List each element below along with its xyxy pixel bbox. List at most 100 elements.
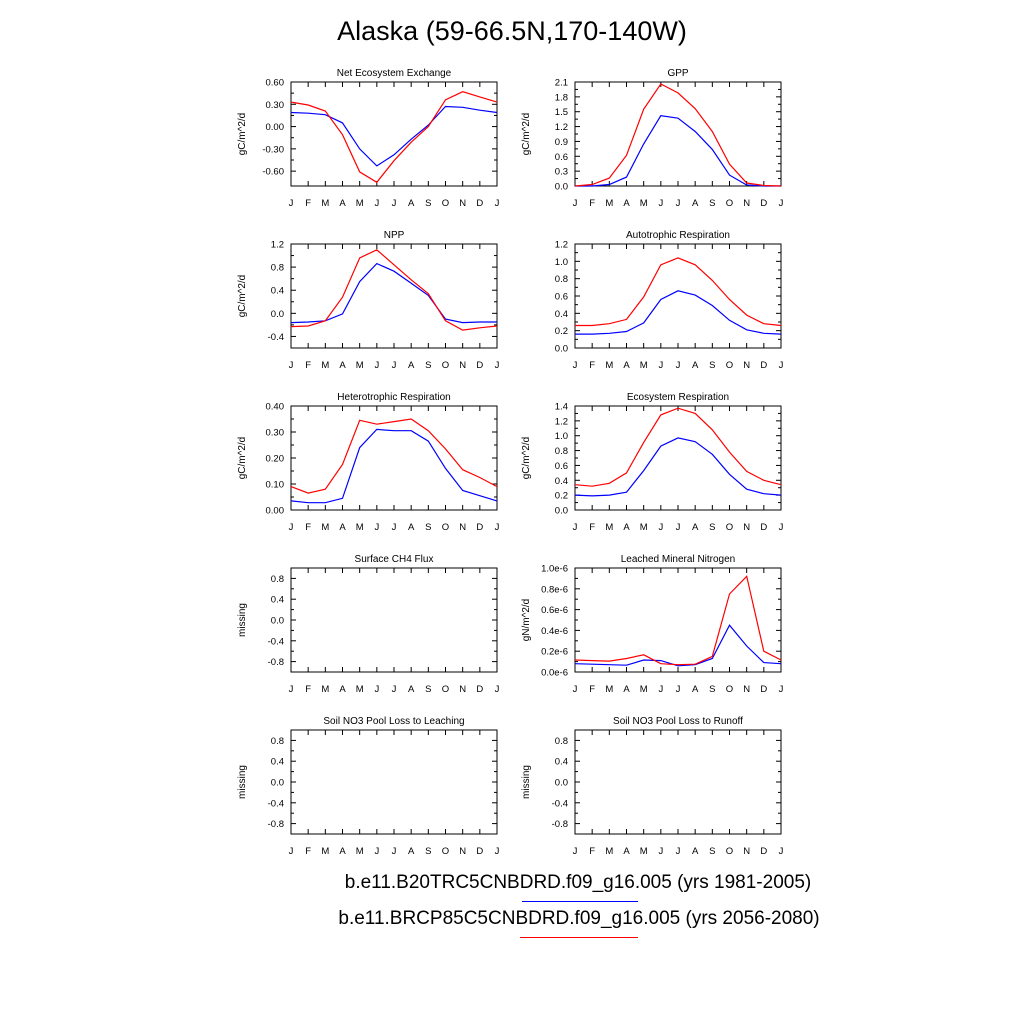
y-tick-label: 0.10 — [266, 480, 285, 491]
x-tick-label: J — [676, 684, 681, 695]
x-tick-label: M — [605, 846, 613, 857]
y-tick-label: 0.0 — [271, 309, 284, 320]
y-tick-label: 0.2e-6 — [541, 647, 568, 658]
x-tick-label: J — [658, 522, 663, 533]
y-tick-label: -0.8 — [552, 819, 568, 830]
y-tick-label: -0.8 — [268, 819, 284, 830]
x-tick-label: J — [573, 846, 578, 857]
x-tick-label: A — [692, 684, 699, 695]
y-tick-label: 1.0 — [555, 431, 568, 442]
series-line-2056-2080 — [574, 575, 782, 666]
x-tick-label: J — [392, 684, 397, 695]
x-tick-label: J — [392, 198, 397, 209]
y-tick-label: -0.4 — [552, 798, 568, 809]
x-tick-label: S — [425, 846, 431, 857]
x-tick-label: F — [305, 360, 311, 371]
x-tick-label: N — [459, 684, 466, 695]
panel-title: Net Ecosystem Exchange — [337, 68, 452, 79]
x-tick-label: O — [726, 684, 733, 695]
y-tick-label: 0.4 — [555, 309, 568, 320]
x-tick-label: M — [605, 522, 613, 533]
y-tick-label: -0.8 — [268, 657, 284, 668]
plot-frame — [290, 81, 498, 187]
x-tick-label: S — [709, 846, 715, 857]
x-tick-label: J — [392, 522, 397, 533]
x-tick-label: O — [726, 198, 733, 209]
x-tick-label: J — [495, 522, 500, 533]
x-tick-label: N — [743, 522, 750, 533]
y-tick-label: 1.8 — [555, 92, 568, 103]
x-tick-label: S — [709, 684, 715, 695]
y-tick-label: 0.8 — [555, 736, 568, 747]
x-tick-label: A — [408, 360, 415, 371]
x-tick-label: M — [356, 522, 364, 533]
y-tick-label: 0.2 — [555, 491, 568, 502]
x-tick-label: F — [305, 846, 311, 857]
x-tick-label: J — [658, 684, 663, 695]
x-tick-label: A — [623, 198, 630, 209]
y-tick-label: 1.2 — [271, 240, 284, 251]
x-tick-label: A — [408, 198, 415, 209]
y-tick-label: 1.0e-6 — [541, 564, 568, 575]
x-tick-label: A — [623, 360, 630, 371]
x-tick-label: M — [321, 522, 329, 533]
x-tick-label: N — [459, 846, 466, 857]
x-tick-label: M — [356, 198, 364, 209]
x-tick-label: A — [623, 846, 630, 857]
y-tick-label: 0.6 — [555, 461, 568, 472]
x-tick-label: M — [356, 360, 364, 371]
y-tick-label: 0.0 — [555, 344, 568, 355]
x-tick-label: D — [476, 198, 483, 209]
x-tick-label: A — [623, 684, 630, 695]
x-tick-label: M — [356, 684, 364, 695]
plot-frame — [290, 729, 498, 835]
series-line-2056-2080 — [290, 91, 498, 184]
legend-swatch-series-1 — [522, 901, 638, 902]
x-tick-label: N — [459, 198, 466, 209]
x-tick-label: N — [743, 198, 750, 209]
plot-frame — [290, 567, 498, 673]
plot-frame — [574, 729, 782, 835]
x-tick-label: F — [589, 522, 595, 533]
y-axis-label: gC/m^2/d — [237, 113, 248, 156]
x-tick-label: D — [760, 198, 767, 209]
y-tick-label: 0.6 — [555, 292, 568, 303]
x-tick-label: J — [392, 846, 397, 857]
x-tick-label: F — [305, 198, 311, 209]
x-tick-label: M — [605, 198, 613, 209]
x-tick-label: F — [305, 522, 311, 533]
series-line-1981-2005 — [575, 115, 781, 187]
y-tick-label: 1.0 — [555, 257, 568, 268]
x-tick-label: O — [442, 198, 449, 209]
x-tick-label: A — [408, 522, 415, 533]
panel-title: Heterotrophic Respiration — [337, 392, 450, 403]
x-tick-label: J — [573, 198, 578, 209]
x-tick-label: N — [743, 360, 750, 371]
x-tick-label: M — [321, 684, 329, 695]
x-tick-label: S — [425, 684, 431, 695]
y-tick-label: -0.30 — [262, 144, 284, 155]
x-tick-label: M — [605, 684, 613, 695]
y-tick-label: 0.20 — [266, 454, 285, 465]
x-tick-label: S — [709, 198, 715, 209]
y-tick-label: 0.0 — [271, 778, 284, 789]
x-tick-label: M — [640, 522, 648, 533]
y-axis-label: missing — [237, 765, 248, 799]
x-tick-label: A — [339, 684, 346, 695]
x-tick-label: J — [658, 198, 663, 209]
series-line-2056-2080 — [574, 407, 782, 487]
y-axis-label: gC/m^2/d — [237, 275, 248, 318]
y-tick-label: 0.9 — [555, 137, 568, 148]
y-tick-label: 0.2 — [555, 326, 568, 337]
x-tick-label: J — [573, 684, 578, 695]
x-tick-label: J — [658, 846, 663, 857]
y-axis-label: missing — [521, 765, 532, 799]
series-line-1981-2005 — [290, 262, 497, 324]
series-line-2056-2080 — [575, 257, 782, 327]
x-tick-label: J — [289, 522, 294, 533]
panel-title: Leached Mineral Nitrogen — [621, 554, 736, 565]
y-tick-label: 0.8e-6 — [541, 584, 568, 595]
y-axis-label: gC/m^2/d — [521, 437, 532, 480]
x-tick-label: A — [339, 846, 346, 857]
